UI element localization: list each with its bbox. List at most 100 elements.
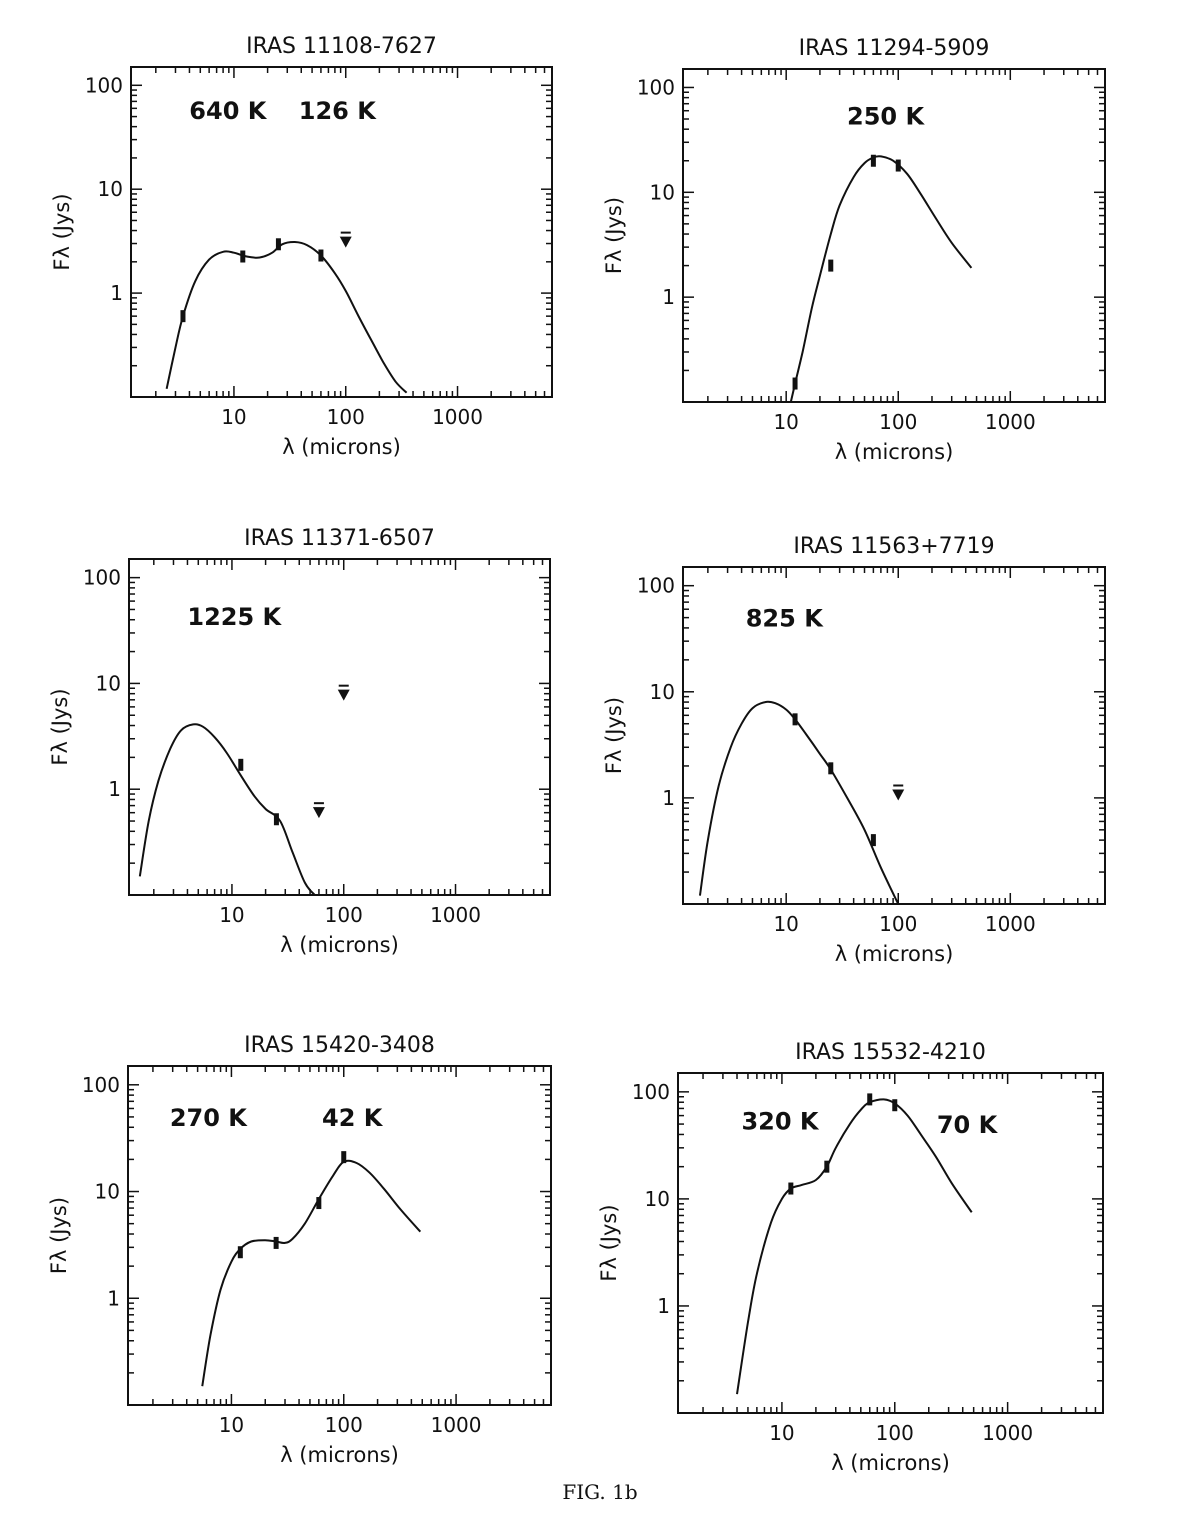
panel-title: IRAS 15420-3408 — [244, 1033, 435, 1058]
temperature-label: 825 K — [746, 605, 824, 633]
data-point — [828, 762, 834, 775]
x-tick-label: 1000 — [985, 912, 1036, 936]
sed-fit-curve — [201, 1159, 422, 1387]
chart-panel-6: 10 100 1000 1 10 100 IRAS 15532-4210 λ (microns… — [597, 1040, 1104, 1475]
temperature-label: 42 K — [322, 1104, 384, 1132]
y-tick-label: 1 — [662, 285, 675, 309]
upper-limit-arrow — [337, 689, 350, 701]
plot-frame — [682, 68, 1106, 403]
temperature-label: 640 K — [189, 97, 267, 125]
y-tick-label: 1 — [108, 777, 121, 801]
temperature-label: 126 K — [299, 97, 377, 125]
data-point — [892, 1099, 898, 1112]
x-axis-label: λ (microns) — [835, 440, 954, 464]
x-tick-label: 100 — [325, 903, 363, 927]
data-point — [824, 1160, 830, 1173]
y-tick-label: 10 — [95, 1180, 120, 1204]
y-tick-label: 100 — [82, 1073, 120, 1097]
data-point — [341, 1151, 347, 1164]
y-tick-label: 100 — [83, 566, 121, 590]
y-axis-label: Fλ (Jys) — [48, 688, 72, 765]
y-tick-label: 10 — [96, 671, 121, 695]
sed-fit-curve — [698, 700, 900, 905]
chart-panel-1: 10 100 1000 1 10 100 IRAS 11108-7627 λ (microns… — [50, 34, 553, 459]
x-tick-label: 100 — [876, 1421, 914, 1445]
y-tick-label: 10 — [98, 177, 123, 201]
x-axis-label: λ (microns) — [835, 942, 954, 966]
y-axis-label: Fλ (Jys) — [602, 697, 626, 774]
data-point — [870, 834, 876, 847]
x-tick-label: 10 — [219, 903, 244, 927]
x-tick-label: 10 — [773, 410, 798, 434]
x-axis-label: λ (microns) — [280, 933, 399, 957]
y-axis-label: Fλ (Jys) — [50, 193, 74, 270]
y-tick-label: 1 — [110, 281, 123, 305]
figure-caption: FIG. 1b — [562, 1480, 638, 1504]
panel-title: IRAS 11294-5909 — [799, 36, 990, 61]
data-point — [792, 713, 798, 726]
panel-title: IRAS 11563+7719 — [793, 534, 994, 559]
y-tick-label: 100 — [632, 1080, 670, 1104]
y-tick-label: 10 — [645, 1187, 670, 1211]
temperature-label: 1225 K — [187, 603, 282, 631]
sed-fit-curve — [736, 1098, 973, 1395]
plot-frame — [128, 558, 551, 896]
data-point — [275, 238, 281, 251]
data-point — [316, 1197, 322, 1210]
panel-title: IRAS 11371-6507 — [244, 526, 435, 551]
x-axis-label: λ (microns) — [831, 1451, 950, 1475]
x-tick-label: 1000 — [431, 1413, 482, 1437]
plot-frame — [677, 1072, 1104, 1414]
data-point — [867, 1093, 873, 1106]
x-tick-label: 10 — [221, 405, 246, 429]
sed-fit-curve — [165, 240, 408, 394]
y-tick-label: 10 — [650, 680, 675, 704]
x-tick-label: 10 — [769, 1421, 794, 1445]
y-tick-label: 1 — [662, 786, 675, 810]
data-point — [318, 249, 324, 262]
plot-frame — [127, 1065, 552, 1406]
plot-frame — [130, 66, 553, 398]
data-point — [238, 758, 244, 771]
y-tick-label: 100 — [85, 73, 123, 97]
data-point — [788, 1182, 794, 1195]
y-tick-label: 100 — [637, 574, 675, 598]
x-tick-label: 100 — [325, 1413, 363, 1437]
x-tick-label: 1000 — [432, 405, 483, 429]
y-tick-label: 100 — [637, 75, 675, 99]
temperature-label: 270 K — [170, 1104, 248, 1132]
y-axis-label: Fλ (Jys) — [597, 1204, 621, 1281]
y-tick-label: 10 — [650, 180, 675, 204]
x-axis-label: λ (microns) — [282, 435, 401, 459]
data-point — [237, 1246, 243, 1259]
x-tick-label: 10 — [219, 1413, 244, 1437]
plot-frame — [682, 566, 1106, 905]
data-point — [273, 813, 279, 826]
data-point — [870, 154, 876, 167]
x-tick-label: 1000 — [985, 410, 1036, 434]
panel-title: IRAS 11108-7627 — [246, 34, 437, 59]
chart-panel-3: 10 100 1000 1 10 100 IRAS 11371-6507 λ (microns… — [48, 526, 551, 957]
data-point — [895, 159, 901, 172]
data-point — [792, 377, 798, 390]
data-point — [828, 259, 834, 272]
x-tick-label: 100 — [327, 405, 365, 429]
temperature-label: 250 K — [847, 103, 925, 131]
x-tick-label: 100 — [879, 912, 917, 936]
data-point — [180, 310, 186, 323]
x-axis-label: λ (microns) — [280, 1443, 399, 1467]
y-tick-label: 1 — [107, 1286, 120, 1310]
x-tick-label: 1000 — [430, 903, 481, 927]
sed-fit-curve — [789, 155, 973, 403]
upper-limit-arrow — [892, 789, 905, 801]
sed-fit-curve — [138, 723, 316, 896]
panel-title: IRAS 15532-4210 — [795, 1040, 986, 1065]
x-tick-label: 100 — [879, 410, 917, 434]
x-tick-label: 1000 — [982, 1421, 1033, 1445]
y-tick-label: 1 — [657, 1294, 670, 1318]
data-point — [240, 250, 246, 263]
y-axis-label: Fλ (Jys) — [47, 1197, 71, 1274]
data-point — [273, 1236, 279, 1249]
upper-limit-arrow — [339, 236, 352, 248]
